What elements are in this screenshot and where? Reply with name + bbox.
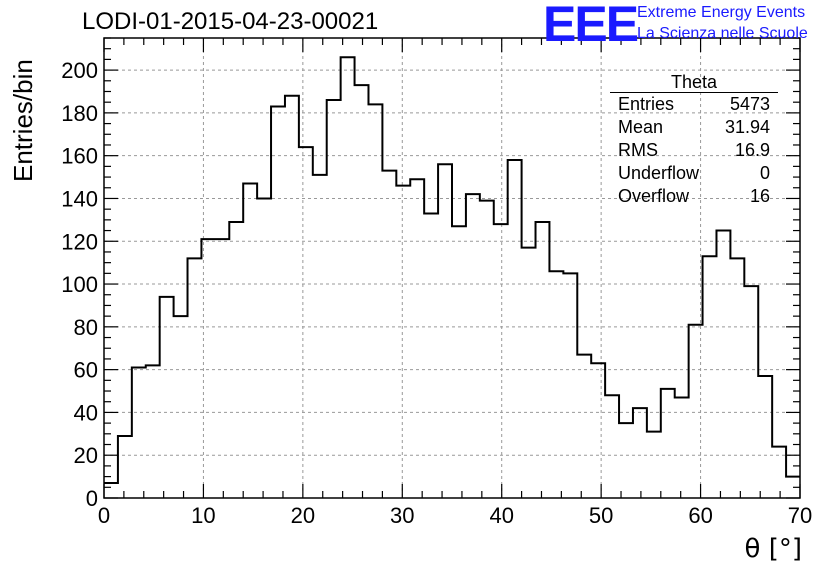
stats-label: Overflow	[618, 186, 690, 206]
stats-label: Underflow	[618, 163, 700, 183]
y-tick-label: 160	[61, 144, 98, 169]
stats-value: 31.94	[724, 117, 770, 137]
y-axis-label: Entries/bin	[8, 59, 38, 182]
stats-label: RMS	[618, 140, 658, 160]
logo-line-2: La Scienza nelle Scuole	[637, 25, 808, 42]
x-tick-label: 0	[98, 503, 110, 528]
y-tick-label: 180	[61, 101, 98, 126]
y-tick-label: 60	[74, 358, 98, 383]
stats-label: Mean	[618, 117, 664, 137]
stats-label: Entries	[618, 94, 675, 114]
y-tick-label: 100	[61, 272, 98, 297]
histogram-series	[104, 56, 800, 485]
x-tick-label: 20	[291, 503, 315, 528]
stats-row-underflow: Underflow 0	[610, 162, 778, 185]
stats-value: 16.9	[734, 140, 770, 160]
y-tick-label: 80	[74, 315, 98, 340]
y-tick-label: 120	[61, 229, 98, 254]
grid-lines	[104, 38, 800, 498]
x-tick-label: 40	[489, 503, 513, 528]
axis-ticks	[103, 37, 801, 499]
x-tick-label: 70	[788, 503, 812, 528]
x-tick-label: 50	[589, 503, 613, 528]
y-tick-label: 40	[74, 400, 98, 425]
axis-tick-labels: 0 10 20 30 40 50 60 700204060801001201401601802…	[61, 58, 812, 528]
stats-value: 16	[749, 186, 770, 206]
x-tick-label: 10	[191, 503, 215, 528]
plot-frame	[103, 37, 801, 499]
stats-row-overflow: Overflow 16	[610, 185, 778, 208]
x-axis-label: θ [°]	[744, 534, 802, 564]
chart-title: LODI-01-2015-04-23-00021	[82, 8, 379, 35]
x-tick-label: 30	[390, 503, 414, 528]
stats-title: Theta	[610, 72, 778, 93]
y-tick-label: 140	[61, 186, 98, 211]
eee-logo: EEE	[543, 0, 639, 52]
y-tick-label: 0	[86, 486, 98, 511]
y-tick-label: 20	[74, 443, 98, 468]
logo-line-1: Extreme Energy Events	[637, 4, 806, 21]
stats-row-rms: RMS 16.9	[610, 139, 778, 162]
stats-value: 5473	[729, 94, 770, 114]
stats-box: Theta Entries 5473 Mean 31.94 RMS 16.9 Underfl…	[610, 72, 778, 208]
x-tick-label: 60	[688, 503, 712, 528]
stats-row-mean: Mean 31.94	[610, 116, 778, 139]
stats-row-entries: Entries 5473	[610, 93, 778, 116]
stats-value: 0	[759, 163, 770, 183]
y-tick-label: 200	[61, 58, 98, 83]
